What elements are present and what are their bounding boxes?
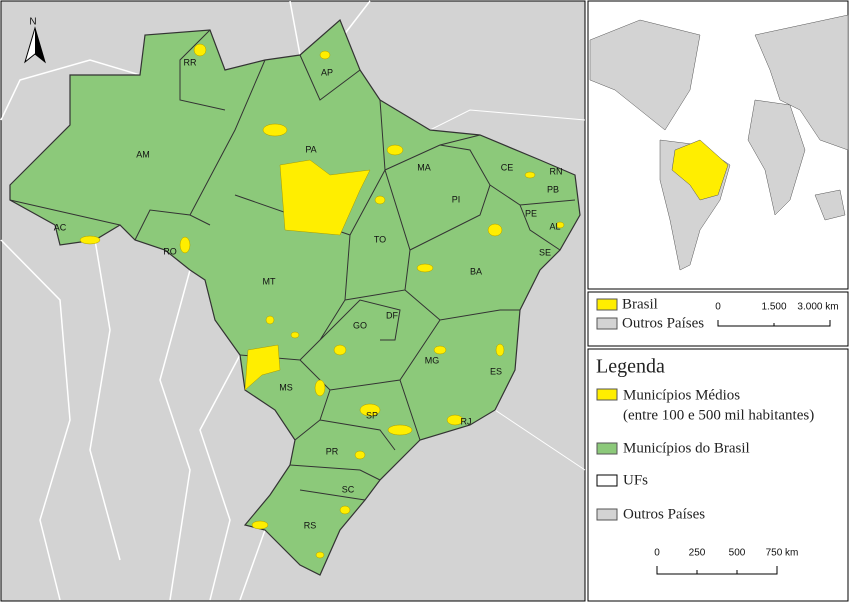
scale-label: 0 [654, 548, 660, 559]
brazil [9, 18, 581, 576]
legend-title: Legenda [596, 356, 665, 378]
legend-label: (entre 100 e 500 mil habitantes) [623, 407, 814, 423]
state-label: RS [304, 520, 317, 530]
state-label: ES [490, 366, 502, 376]
state-label: AL [549, 221, 560, 231]
state-label: GO [353, 320, 367, 330]
state-label: PI [452, 194, 461, 204]
legend-label: Outros Países [622, 315, 704, 331]
legend-label: UFs [623, 472, 648, 488]
state-label: PA [305, 144, 316, 154]
state-label: SP [366, 410, 378, 420]
medium-municipalities [79, 43, 565, 559]
state-label: RR [184, 57, 197, 67]
main-map: N RR AP AM PA MA CE RN PB PI PE AL SE AC… [0, 0, 586, 602]
country-borders [0, 0, 371, 601]
state-label: SE [539, 247, 551, 257]
state-labels: RR AP AM PA MA CE RN PB PI PE AL SE AC R… [54, 57, 563, 530]
scale-label: 1.500 [761, 302, 786, 313]
state-label: AM [136, 149, 150, 159]
inset-legend: Brasil Outros Países 0 1.500 3.000 km [587, 291, 849, 347]
state-label: PR [326, 446, 339, 456]
state-label: SC [342, 484, 355, 494]
legend-label: Brasil [622, 296, 658, 312]
state-label: BA [470, 266, 482, 276]
state-label: MS [279, 382, 293, 392]
state-label: CE [501, 162, 514, 172]
legend-label: Municípios do Brasil [623, 440, 750, 456]
state-label: PB [547, 184, 559, 194]
state-label: AP [321, 67, 333, 77]
legend-label: Municípios Médios [623, 387, 740, 403]
scale-label: 750 km [766, 548, 799, 559]
state-label: RN [550, 166, 563, 176]
scale-label: 3.000 km [797, 302, 838, 313]
main-legend: Legenda Municípios Médios (entre 100 e 5… [587, 348, 849, 602]
state-label: PE [525, 208, 537, 218]
state-label: DF [386, 310, 398, 320]
state-label: AC [54, 222, 67, 232]
legend-label: Outros Países [623, 506, 705, 522]
scale-label: 500 [729, 548, 746, 559]
scale-label: 0 [715, 302, 721, 313]
north-label: N [29, 17, 36, 28]
scale-label: 250 [689, 548, 706, 559]
state-borders [9, 29, 576, 501]
state-label: MG [425, 355, 440, 365]
state-label: MA [417, 162, 431, 172]
state-label: RJ [461, 416, 472, 426]
state-label: RO [163, 246, 177, 256]
north-arrow-half [35, 28, 45, 62]
inset-brazil [671, 139, 729, 201]
inset-map [587, 0, 849, 290]
state-label: MT [263, 276, 276, 286]
state-label: TO [374, 234, 386, 244]
